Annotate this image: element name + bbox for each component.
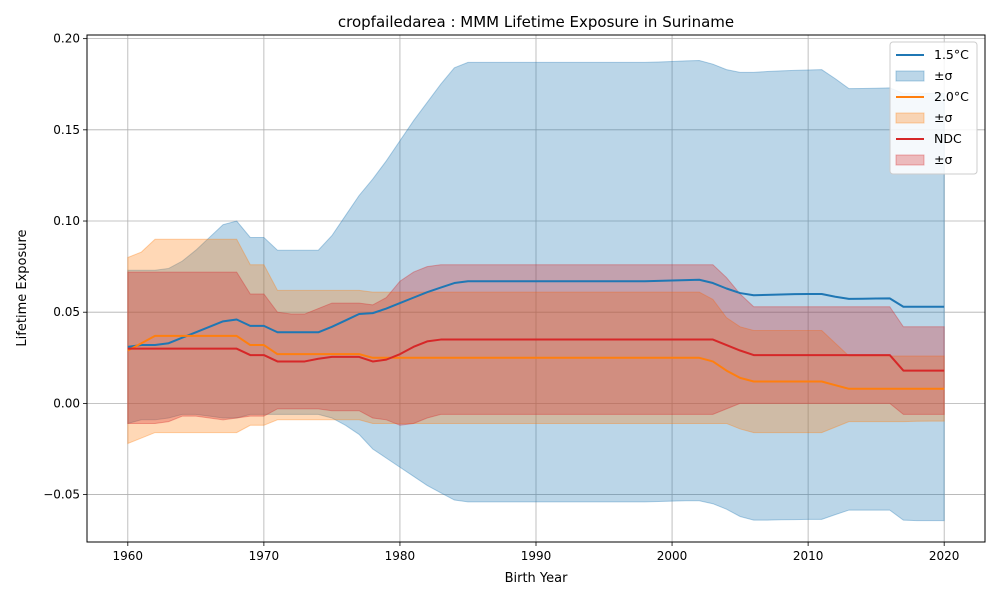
- x-tick-label: 1990: [521, 549, 552, 563]
- legend-label: NDC: [934, 131, 962, 146]
- series-line-3: [127, 338, 945, 372]
- x-axis-ticks: 1960 1970 1980 1990 2000 2010 2020: [113, 542, 960, 563]
- y-tick-label: 0.10: [53, 214, 80, 228]
- legend-band-swatch: [895, 112, 925, 124]
- uncertainty-bands: [127, 60, 945, 522]
- band-3: [127, 264, 945, 426]
- legend-label: 1.5°C: [934, 47, 969, 62]
- y-axis-label: Lifetime Exposure: [15, 229, 30, 346]
- y-tick-label: 0.20: [53, 32, 80, 46]
- y-tick-label: 0.00: [53, 396, 80, 410]
- legend-label: 2.0°C: [934, 89, 969, 104]
- legend: 1.5°C ±σ 2.0°C ±σ NDC ±σ: [889, 41, 978, 175]
- legend-band-label: ±σ: [934, 68, 952, 83]
- y-tick-label: 0.15: [53, 123, 80, 137]
- x-tick-label: 1970: [249, 549, 280, 563]
- chart-title: cropfailedarea : MMM Lifetime Exposure i…: [338, 13, 734, 31]
- x-axis-label: Birth Year: [505, 571, 569, 586]
- y-tick-label: 0.05: [53, 305, 80, 319]
- band-1: [127, 60, 945, 522]
- legend-frame: [889, 41, 978, 175]
- x-tick-label: 1960: [113, 549, 144, 563]
- x-tick-label: 2000: [657, 549, 688, 563]
- legend-band-swatch: [895, 154, 925, 166]
- series-line-2: [127, 334, 945, 390]
- x-tick-label: 1980: [385, 549, 416, 563]
- legend-band-label: ±σ: [934, 110, 952, 125]
- y-tick-label: −0.05: [43, 488, 80, 502]
- x-tick-label: 2010: [793, 549, 824, 563]
- band-2: [127, 238, 945, 445]
- x-tick-label: 2020: [929, 549, 960, 563]
- legend-band-swatch: [895, 70, 925, 82]
- series-line-1: [127, 278, 945, 348]
- grid-lines: [87, 35, 985, 542]
- y-axis-ticks: −0.05 0.00 0.05 0.10 0.15 0.20: [43, 32, 87, 502]
- series-lines: [127, 278, 945, 390]
- legend-band-label: ±σ: [934, 152, 952, 167]
